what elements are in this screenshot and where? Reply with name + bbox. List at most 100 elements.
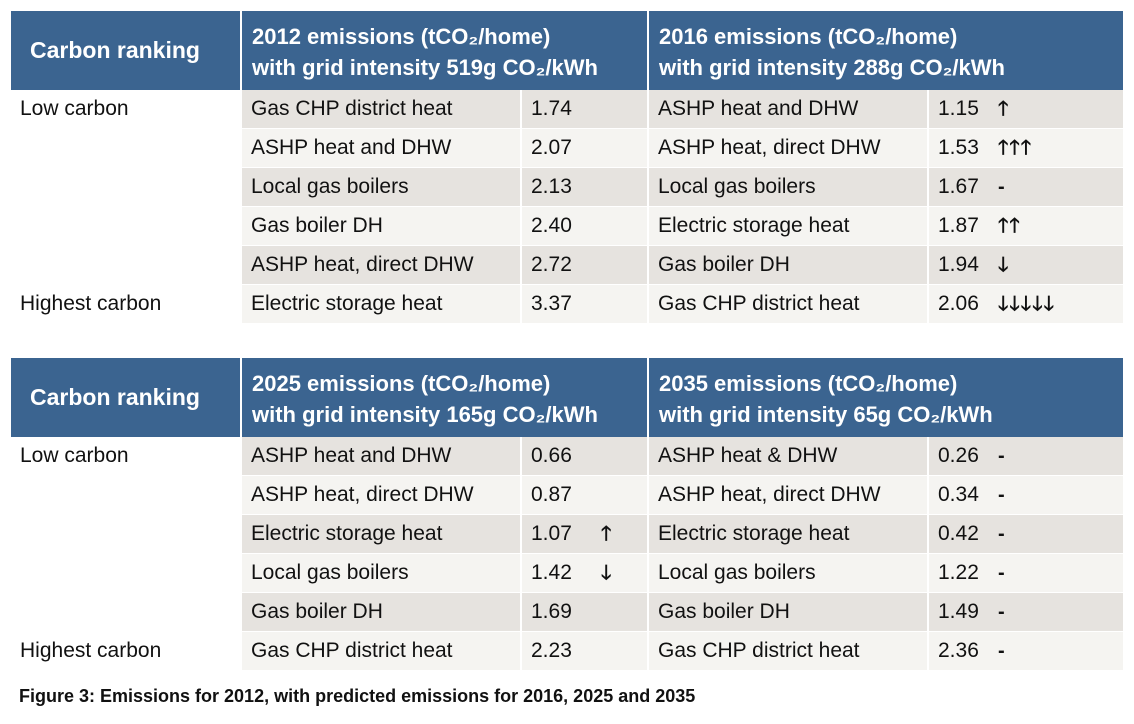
emission-value-cell: 2.23 [522,632,647,670]
table-row: Local gas boilers 2.13 Local gas boilers 1.… [11,168,1123,207]
heating-system-name: ASHP heat, direct DHW [649,129,927,167]
trend-arrows-icon: 🡓 [601,562,613,584]
emission-value: 1.07 [531,522,572,545]
table-row: Low carbon Gas CHP district heat 1.74 ASHP … [11,90,1123,129]
header-line-2: with grid intensity 165g CO₂/kWh [252,402,598,427]
heating-system-name: ASHP heat, direct DHW [242,476,520,514]
emission-value-cell: 2.72 [522,246,647,284]
carbon-rank-label [20,554,240,592]
trend-arrows-icon: - [998,176,1006,198]
emission-value-cell: 1.15 🡑 [929,90,1123,128]
emission-value-cell: 1.53 🡑🡑🡑 [929,129,1123,167]
heating-system-name: Gas boiler DH [242,593,520,631]
heating-system-name: Electric storage heat [242,515,520,553]
emission-value: 1.49 [938,600,979,623]
table-row: Gas boiler DH 2.40 Electric storage heat 1.… [11,207,1123,246]
table-row: Highest carbon Electric storage heat 3.37 G… [11,285,1123,324]
trend-arrows-icon: - [998,445,1006,467]
heating-system-name: Electric storage heat [649,515,927,553]
carbon-rank-label [20,476,240,514]
carbon-rank-label: Highest carbon [20,292,162,315]
emission-value: 2.06 [938,292,979,315]
emission-value-cell: 0.26- [929,437,1123,475]
table-header: Carbon ranking 2025 emissions (tCO₂/home… [11,358,1123,437]
heating-system-name: Gas boiler DH [649,246,927,284]
emission-value-cell: 1.69 [522,593,647,631]
emission-value: 2.23 [531,639,572,662]
heating-system-name: Gas CHP district heat [649,632,927,670]
heating-system-name: ASHP heat, direct DHW [242,246,520,284]
emission-value: 2.40 [531,214,572,237]
emission-value-cell: 1.74 [522,90,647,128]
emission-value: 1.15 [938,97,979,120]
figure-caption: Figure 3: Emissions for 2012, with predi… [19,686,696,706]
emission-value: 2.72 [531,253,572,276]
trend-arrows-icon: 🡑 [998,98,1010,120]
emission-value: 1.22 [938,561,979,584]
carbon-ranking-header: Carbon ranking [11,11,240,90]
emission-value-cell: 0.87 [522,476,647,514]
heating-system-name: Gas CHP district heat [649,285,927,323]
emission-value: 2.07 [531,136,572,159]
table-row: ASHP heat, direct DHW 0.87 ASHP heat, dire… [11,476,1123,515]
emission-value-cell: 0.42- [929,515,1123,553]
emission-value-cell: 1.22- [929,554,1123,592]
emission-value: 0.87 [531,483,572,506]
heating-system-name: ASHP heat and DHW [649,90,927,128]
emission-value-cell: 2.13 [522,168,647,206]
year-2025-header: 2025 emissions (tCO₂/home) with grid int… [242,358,647,437]
heating-system-name: Gas boiler DH [242,207,520,245]
carbon-rank-label [20,593,240,631]
table-row: Local gas boilers 1.42 🡓 Local gas boilers 1… [11,554,1123,593]
trend-arrows-icon: - [998,523,1006,545]
emission-value: 1.94 [938,253,979,276]
heating-system-name: ASHP heat and DHW [242,437,520,475]
emission-value-cell: 1.07 🡑 [522,515,647,553]
emissions-table-2025-2035: Carbon ranking 2025 emissions (tCO₂/home… [11,358,1123,671]
carbon-rank-label [20,129,240,167]
header-line-1: 2012 emissions (tCO₂/home) [252,24,551,49]
heating-system-name: ASHP heat, direct DHW [649,476,927,514]
header-line-2: with grid intensity 65g CO₂/kWh [659,402,993,427]
emission-value-cell: 2.07 [522,129,647,167]
table-row: Gas boiler DH 1.69 Gas boiler DH 1.49- [11,593,1123,632]
heating-system-name: Gas boiler DH [649,593,927,631]
emission-value-cell: 0.66 [522,437,647,475]
year-2012-header: 2012 emissions (tCO₂/home) with grid int… [242,11,647,90]
emission-value: 1.42 [531,561,572,584]
table-row: ASHP heat and DHW 2.07 ASHP heat, direct D… [11,129,1123,168]
emission-value: 1.53 [938,136,979,159]
carbon-rank-label [20,168,240,206]
header-line-1: 2016 emissions (tCO₂/home) [659,24,958,49]
emission-value: 0.34 [938,483,979,506]
emission-value-cell: 1.42 🡓 [522,554,647,592]
year-2035-header: 2035 emissions (tCO₂/home) with grid int… [649,358,1123,437]
carbon-rank-label [20,207,240,245]
trend-arrows-icon: 🡑🡑🡑 [998,137,1033,159]
table-header: Carbon ranking 2012 emissions (tCO₂/home… [11,11,1123,90]
emission-value: 1.74 [531,97,572,120]
table-body: Low carbon Gas CHP district heat 1.74 ASHP … [11,90,1123,324]
emission-value: 0.26 [938,444,979,467]
emission-value-cell: 1.67- [929,168,1123,206]
table-row: Highest carbon Gas CHP district heat 2.23 G… [11,632,1123,671]
carbon-rank-label [20,515,240,553]
carbon-rank-label: Low carbon [20,444,129,467]
carbon-ranking-header: Carbon ranking [11,358,240,437]
emission-value: 1.67 [938,175,979,198]
year-2016-header: 2016 emissions (tCO₂/home) with grid int… [649,11,1123,90]
heating-system-name: Gas CHP district heat [242,90,520,128]
heating-system-name: Gas CHP district heat [242,632,520,670]
table-row: Electric storage heat 1.07 🡑 Electric stora… [11,515,1123,554]
emission-value: 1.69 [531,600,572,623]
heating-system-name: Local gas boilers [649,168,927,206]
carbon-rank-label [20,246,240,284]
emission-value: 0.42 [938,522,979,545]
carbon-rank-label: Highest carbon [20,639,162,662]
emission-value: 2.36 [938,639,979,662]
trend-arrows-icon: 🡑 [601,523,613,545]
heating-system-name: Local gas boilers [242,168,520,206]
trend-arrows-icon: 🡓🡓🡓🡓🡓 [998,293,1055,315]
emission-value-cell: 2.36- [929,632,1123,670]
emissions-table-2012-2016: Carbon ranking 2012 emissions (tCO₂/home… [11,11,1123,324]
